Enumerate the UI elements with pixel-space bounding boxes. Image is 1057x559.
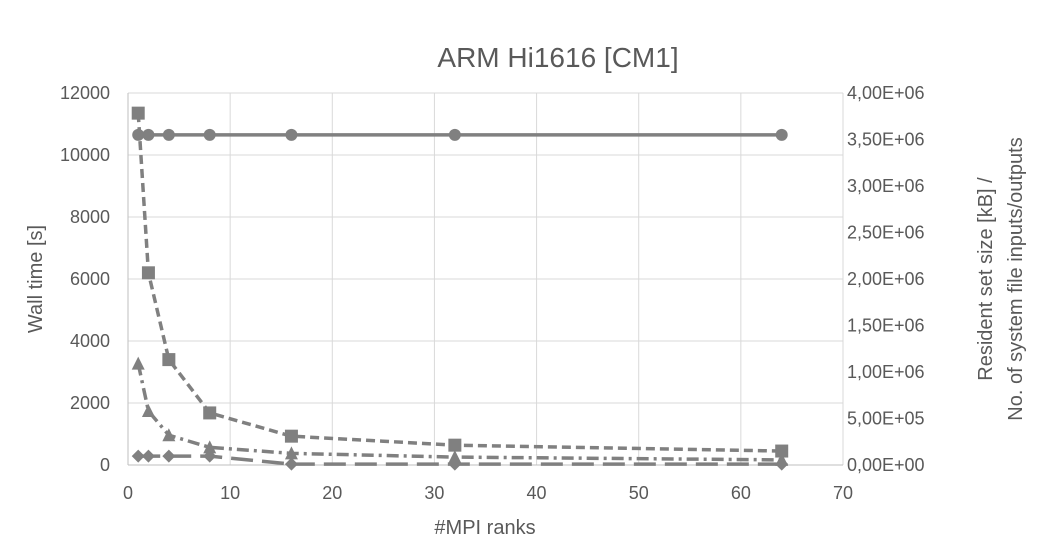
series-3-point bbox=[448, 450, 462, 464]
series-3-point bbox=[284, 446, 298, 460]
series-2-point bbox=[131, 106, 145, 120]
x-tick-label: 0 bbox=[123, 483, 133, 503]
y-tick-label: 4000 bbox=[70, 331, 110, 351]
y-tick-label: 2000 bbox=[70, 393, 110, 413]
y2-tick-label: 1,50E+06 bbox=[847, 316, 925, 336]
series-1-point bbox=[203, 128, 216, 141]
x-tick-label: 10 bbox=[220, 483, 240, 503]
y2-tick-label: 4,00E+06 bbox=[847, 83, 925, 103]
series-4-point bbox=[141, 449, 155, 463]
series-2-point bbox=[203, 406, 217, 420]
y2-axis-label-line2: No. of system file inputs/outputs bbox=[1005, 137, 1027, 420]
series-3-point bbox=[162, 428, 176, 442]
series-3-point bbox=[203, 440, 217, 454]
y2-tick-label: 5,00E+05 bbox=[847, 409, 925, 429]
x-tick-label: 60 bbox=[731, 483, 751, 503]
series-2-point bbox=[284, 429, 298, 443]
series-1-point bbox=[448, 128, 461, 141]
y2-tick-label: 3,00E+06 bbox=[847, 176, 925, 196]
x-tick-label: 30 bbox=[424, 483, 444, 503]
y2-tick-label: 2,50E+06 bbox=[847, 223, 925, 243]
y-axis-label: Wall time [s] bbox=[25, 225, 47, 333]
y-tick-label: 12000 bbox=[60, 83, 110, 103]
x-axis-ticks: 0 10 20 30 40 50 60 70 bbox=[123, 483, 853, 503]
series-3-point bbox=[141, 404, 155, 418]
x-tick-label: 50 bbox=[629, 483, 649, 503]
series-4-point bbox=[203, 449, 217, 463]
x-tick-label: 20 bbox=[322, 483, 342, 503]
y2-axis-label-line1: Resident set size [kB] / bbox=[975, 177, 997, 381]
series-1-point bbox=[775, 128, 788, 141]
series-4-point bbox=[775, 457, 789, 471]
series-1-point bbox=[142, 128, 155, 141]
series-1-point bbox=[162, 128, 175, 141]
y2-tick-label: 1,00E+06 bbox=[847, 362, 925, 382]
y-axis-ticks: 0 2000 4000 6000 8000 10000 12000 bbox=[60, 83, 110, 475]
y-tick-label: 6000 bbox=[70, 269, 110, 289]
series-2-point bbox=[141, 266, 155, 280]
y2-tick-label: 2,00E+06 bbox=[847, 269, 925, 289]
series-2-point bbox=[775, 444, 789, 458]
series-4-point bbox=[131, 449, 145, 463]
y2-tick-label: 3,50E+06 bbox=[847, 130, 925, 150]
series-1-point bbox=[285, 128, 298, 141]
y2-tick-label: 0,00E+00 bbox=[847, 455, 925, 475]
series bbox=[131, 106, 789, 471]
y-tick-label: 10000 bbox=[60, 145, 110, 165]
x-tick-label: 70 bbox=[833, 483, 853, 503]
y-tick-label: 8000 bbox=[70, 207, 110, 227]
series-4-point bbox=[448, 457, 462, 471]
y-tick-label: 0 bbox=[100, 455, 110, 475]
chart-title: ARM Hi1616 [CM1] bbox=[437, 42, 678, 73]
series-2-point bbox=[448, 438, 462, 452]
x-axis-label: #MPI ranks bbox=[434, 517, 535, 539]
y2-axis-ticks: 0,00E+00 5,00E+05 1,00E+06 1,50E+06 2,00E+06… bbox=[847, 83, 925, 475]
series-2-point bbox=[162, 353, 176, 367]
gridlines bbox=[128, 92, 844, 465]
series-4-point bbox=[162, 449, 176, 463]
series-2-line bbox=[136, 113, 782, 453]
series-4-point bbox=[284, 457, 298, 471]
x-tick-label: 40 bbox=[527, 483, 547, 503]
series-3-point bbox=[131, 356, 145, 370]
